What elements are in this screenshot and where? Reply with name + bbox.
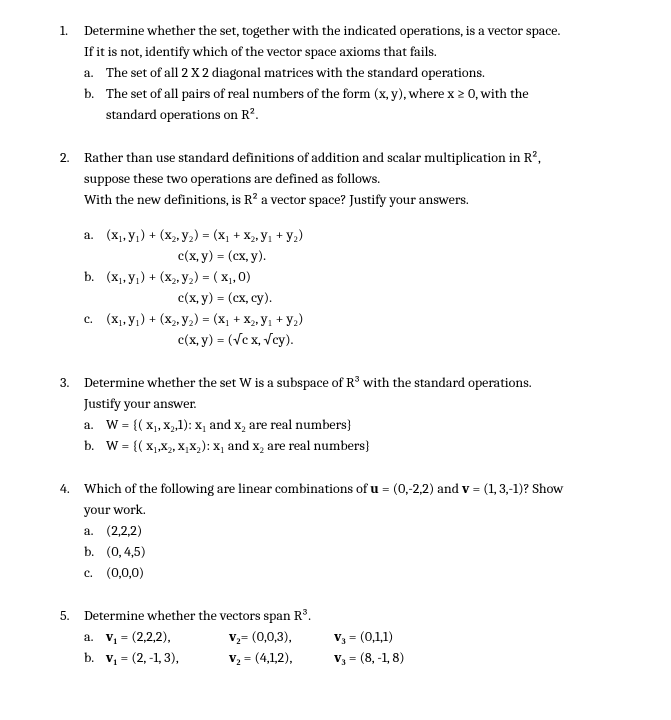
vector-u: u: [370, 480, 379, 497]
problem-text: Which of the following are linear combin…: [84, 478, 627, 520]
vector-value: = (4,1,2),: [241, 649, 293, 666]
text-line: Justify your answer.: [84, 395, 196, 412]
problem-5: 5. Determine whether the vectors span R³…: [60, 605, 627, 668]
equation: (x₁, y₁) + (x₂, y₂) = (x₁ + x₂, y₁ + y₂): [106, 308, 627, 329]
problem-number: 3.: [60, 372, 84, 393]
subitem-label: a.: [84, 626, 106, 647]
vector-label: v₁: [106, 628, 117, 645]
subitem-label: b.: [84, 83, 106, 104]
subitem-text: The set of all 2 X 2 diagonal matrices w…: [106, 62, 627, 83]
text-line: If it is not, identify which of the vect…: [84, 43, 437, 60]
subitem-label: b.: [84, 647, 106, 668]
problem-number: 5.: [60, 605, 84, 626]
text-line: Determine whether the set, together with…: [84, 22, 560, 39]
text-line: The set of all pairs of real numbers of …: [106, 85, 529, 102]
subitem-label: c.: [84, 308, 106, 329]
problem-text: Determine whether the set, together with…: [84, 20, 627, 62]
subitem-label: b.: [84, 541, 106, 562]
vector-label: v₃: [334, 628, 345, 645]
problem-text: Rather than use standard definitions of …: [84, 147, 627, 210]
subitem-text: (0,0,0): [106, 562, 627, 583]
vector-label: v₁: [106, 649, 117, 666]
subitem-label: b.: [84, 435, 106, 456]
problem-2: 2. Rather than use standard definitions …: [60, 147, 627, 350]
page-root: 1. Determine whether the set, together w…: [0, 0, 671, 720]
subitem-text: v₁ = (2,2,2), v₂= (0,0,3), v₃ = (0,1,1): [106, 626, 627, 647]
subitem-label: b.: [84, 266, 106, 287]
text-line: Determine whether the set W is a subspac…: [84, 374, 532, 391]
equation: (x₁, y₁) + (x₂, y₂) = ( x₁, 0): [106, 266, 627, 287]
equation: c(x, y) = (cx, cy).: [178, 287, 627, 308]
subitem-text: (2,2,2): [106, 520, 627, 541]
subitem-label: a.: [84, 62, 106, 83]
subitem-label: a.: [84, 224, 106, 245]
subitem-text: v₁ = (2, -1, 3), v₂ = (4,1,2), v₃ = (8, …: [106, 647, 627, 668]
text-line: Rather than use standard definitions of …: [84, 149, 541, 166]
problem-3: 3. Determine whether the set W is a subs…: [60, 372, 627, 456]
problem-number: 4.: [60, 478, 84, 499]
text-line: your work.: [84, 501, 146, 518]
subitem-label: a.: [84, 414, 106, 435]
vector-value: = (8, -1, 8): [346, 649, 405, 666]
problem-number: 2.: [60, 147, 84, 168]
equation: (x₁, y₁) + (x₂, y₂) = (x₁ + x₂, y₁ + y₂): [106, 224, 627, 245]
text-part: = (0,-2,2) and: [379, 480, 462, 497]
vector-label: v₂: [229, 649, 240, 666]
subitem-text: W = {( x₁, x₂,1): x₁ and x₂ are real num…: [106, 414, 627, 435]
vector-value: = (2, -1, 3),: [117, 649, 178, 666]
equation: c(x, y) = (cx, y).: [178, 245, 627, 266]
subitem-label: c.: [84, 562, 106, 583]
vector-value: = (0,0,3),: [241, 628, 292, 645]
subitem-text: The set of all pairs of real numbers of …: [106, 83, 627, 125]
subitem-label: a.: [84, 520, 106, 541]
problem-4: 4. Which of the following are linear com…: [60, 478, 627, 583]
vector-label: v₂: [229, 628, 240, 645]
equation: c(x, y) = (√c x, √cy).: [178, 329, 627, 350]
text-line: With the new definitions, is R² a vector…: [84, 191, 469, 208]
problem-1: 1. Determine whether the set, together w…: [60, 20, 627, 125]
subitem-text: (0, 4,5): [106, 541, 627, 562]
problem-number: 1.: [60, 20, 84, 41]
vector-value: = (2,2,2),: [117, 628, 170, 645]
vector-value: = (0,1,1): [346, 628, 394, 645]
text-part: Which of the following are linear combin…: [84, 480, 370, 497]
text-line: standard operations on R².: [106, 106, 258, 123]
vector-label: v₃: [334, 649, 345, 666]
problem-text: Determine whether the set W is a subspac…: [84, 372, 627, 414]
text-line: suppose these two operations are defined…: [84, 170, 380, 187]
subitem-text: W = {( x₁,x₂, x₁x₂): x₁ and x₂ are real …: [106, 435, 627, 456]
spacer: [60, 210, 627, 224]
text-part: = (1, 3,-1)? Show: [469, 480, 563, 497]
problem-text: Determine whether the vectors span R³.: [84, 605, 627, 626]
